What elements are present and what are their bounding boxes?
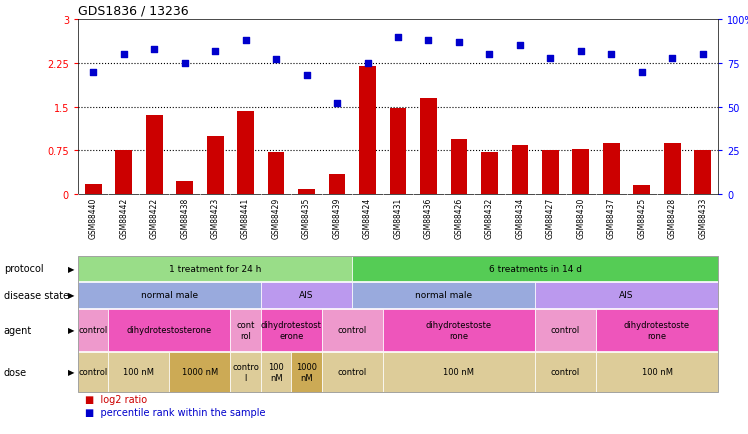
Text: 100 nM: 100 nM <box>123 368 154 377</box>
Point <box>148 46 160 53</box>
Text: GSM88429: GSM88429 <box>272 197 280 239</box>
Text: ▶: ▶ <box>68 291 74 300</box>
Bar <box>420 99 437 194</box>
Text: control: control <box>337 326 367 335</box>
Point <box>179 60 191 67</box>
Bar <box>694 151 711 194</box>
Point <box>331 100 343 107</box>
Text: GDS1836 / 13236: GDS1836 / 13236 <box>78 5 188 18</box>
Point <box>483 51 495 58</box>
Text: AIS: AIS <box>619 291 634 300</box>
Text: dihydrotestoste
rone: dihydrotestoste rone <box>624 321 690 340</box>
Point <box>88 69 99 76</box>
Text: dihydrotestosterone: dihydrotestosterone <box>127 326 212 335</box>
Text: normal male: normal male <box>141 291 198 300</box>
Text: GSM88438: GSM88438 <box>180 197 189 239</box>
Text: GSM88431: GSM88431 <box>393 197 402 239</box>
Text: dihydrotestost
erone: dihydrotestost erone <box>261 321 322 340</box>
Point <box>605 51 617 58</box>
Text: control: control <box>79 326 108 335</box>
Text: GSM88437: GSM88437 <box>607 197 616 239</box>
Bar <box>359 66 376 194</box>
Text: ▶: ▶ <box>68 326 74 335</box>
Bar <box>450 139 468 194</box>
Bar <box>85 184 102 194</box>
Point <box>239 37 251 44</box>
Text: control: control <box>551 326 580 335</box>
Text: control: control <box>79 368 108 377</box>
Bar <box>206 136 224 194</box>
Text: GSM88432: GSM88432 <box>485 197 494 239</box>
Bar <box>115 151 132 194</box>
Text: GSM88430: GSM88430 <box>577 197 586 239</box>
Text: disease state: disease state <box>4 290 69 300</box>
Bar <box>298 190 315 194</box>
Point <box>697 51 709 58</box>
Text: control: control <box>337 368 367 377</box>
Point <box>270 57 282 64</box>
Bar <box>268 153 284 194</box>
Text: 1000 nM: 1000 nM <box>182 368 218 377</box>
Text: GSM88422: GSM88422 <box>150 197 159 239</box>
Text: GSM88426: GSM88426 <box>455 197 464 239</box>
Point <box>301 72 313 79</box>
Text: ■  percentile rank within the sample: ■ percentile rank within the sample <box>85 407 266 417</box>
Text: normal male: normal male <box>415 291 472 300</box>
Point <box>666 55 678 62</box>
Bar <box>572 149 589 194</box>
Bar <box>390 109 406 194</box>
Text: GSM88428: GSM88428 <box>668 197 677 239</box>
Bar <box>664 143 681 194</box>
Text: cont
rol: cont rol <box>236 321 255 340</box>
Text: 1 treatment for 24 h: 1 treatment for 24 h <box>169 264 261 273</box>
Text: 1000
nM: 1000 nM <box>296 362 317 382</box>
Text: GSM88435: GSM88435 <box>302 197 311 239</box>
Point <box>453 39 465 46</box>
Point <box>575 48 587 55</box>
Text: 6 treatments in 14 d: 6 treatments in 14 d <box>488 264 582 273</box>
Bar <box>634 186 650 194</box>
Text: ▶: ▶ <box>68 264 74 273</box>
Text: GSM88427: GSM88427 <box>546 197 555 239</box>
Text: dihydrotestoste
rone: dihydrotestoste rone <box>426 321 492 340</box>
Text: 100 nM: 100 nM <box>444 368 474 377</box>
Text: GSM88423: GSM88423 <box>211 197 220 239</box>
Point <box>514 43 526 49</box>
Point <box>117 51 129 58</box>
Text: control: control <box>551 368 580 377</box>
Text: GSM88440: GSM88440 <box>89 197 98 239</box>
Bar <box>603 144 619 194</box>
Text: GSM88442: GSM88442 <box>119 197 128 239</box>
Text: GSM88434: GSM88434 <box>515 197 524 239</box>
Point <box>209 48 221 55</box>
Text: GSM88424: GSM88424 <box>363 197 372 239</box>
Point <box>392 34 404 41</box>
Text: GSM88433: GSM88433 <box>699 197 708 239</box>
Text: 100 nM: 100 nM <box>642 368 672 377</box>
Point <box>545 55 557 62</box>
Bar <box>542 151 559 194</box>
Point <box>361 60 373 67</box>
Bar <box>512 146 528 194</box>
Bar <box>146 116 162 194</box>
Point <box>636 69 648 76</box>
Text: GSM88436: GSM88436 <box>424 197 433 239</box>
Point <box>423 37 435 44</box>
Text: protocol: protocol <box>4 264 43 274</box>
Bar <box>237 112 254 194</box>
Text: agent: agent <box>4 325 32 335</box>
Text: ▶: ▶ <box>68 368 74 377</box>
Text: AIS: AIS <box>299 291 314 300</box>
Bar <box>177 182 193 194</box>
Text: GSM88441: GSM88441 <box>241 197 250 239</box>
Text: dose: dose <box>4 367 27 377</box>
Text: GSM88425: GSM88425 <box>637 197 646 239</box>
Text: ■  log2 ratio: ■ log2 ratio <box>85 394 147 404</box>
Bar <box>328 174 346 194</box>
Bar <box>481 153 498 194</box>
Text: contro
l: contro l <box>232 362 259 382</box>
Text: 100
nM: 100 nM <box>269 362 284 382</box>
Text: GSM88439: GSM88439 <box>333 197 342 239</box>
